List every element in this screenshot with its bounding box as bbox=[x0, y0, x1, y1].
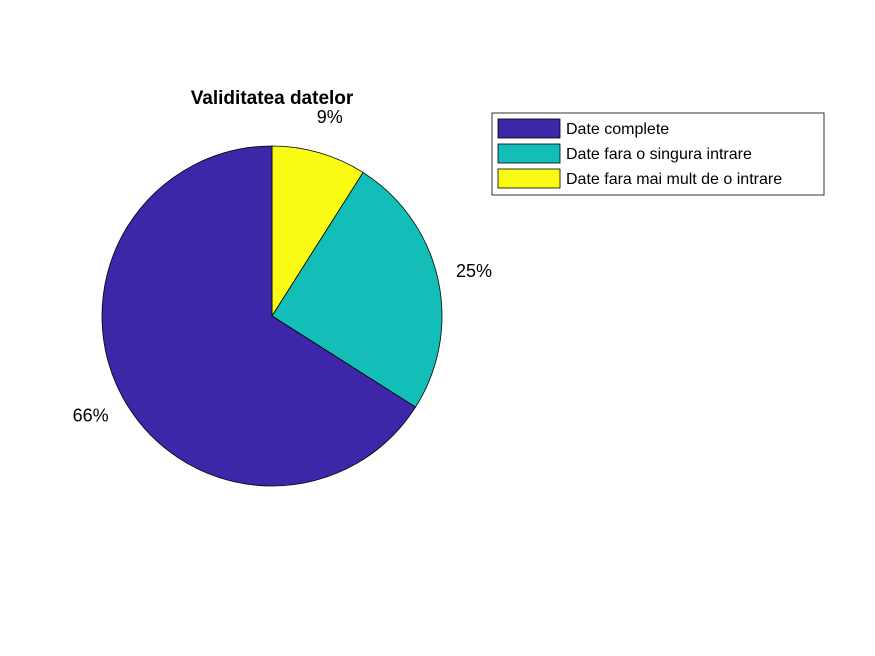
slice-labels: 9% 25% 66% bbox=[73, 107, 492, 426]
slice-label-3: 9% bbox=[317, 107, 343, 127]
pie-slices bbox=[101, 145, 443, 487]
chart-title: Validitatea datelor bbox=[191, 88, 354, 109]
pie-slice-3 bbox=[271, 145, 364, 318]
legend-swatch-2 bbox=[497, 143, 561, 164]
legend-swatch-3 bbox=[497, 168, 561, 189]
legend-swatch-1 bbox=[497, 118, 561, 139]
slice-label-2: 25% bbox=[456, 261, 492, 281]
pie-slice-1 bbox=[101, 145, 417, 487]
legend: Date complete Date fara o singura intrare… bbox=[491, 112, 825, 196]
pie-slice-2 bbox=[271, 171, 443, 408]
legend-label-2: Date fara o singura intrare bbox=[566, 146, 752, 163]
slice-label-1: 66% bbox=[73, 406, 109, 426]
legend-label-1: Date complete bbox=[566, 121, 669, 138]
legend-label-3: Date fara mai mult de o intrare bbox=[566, 171, 782, 188]
